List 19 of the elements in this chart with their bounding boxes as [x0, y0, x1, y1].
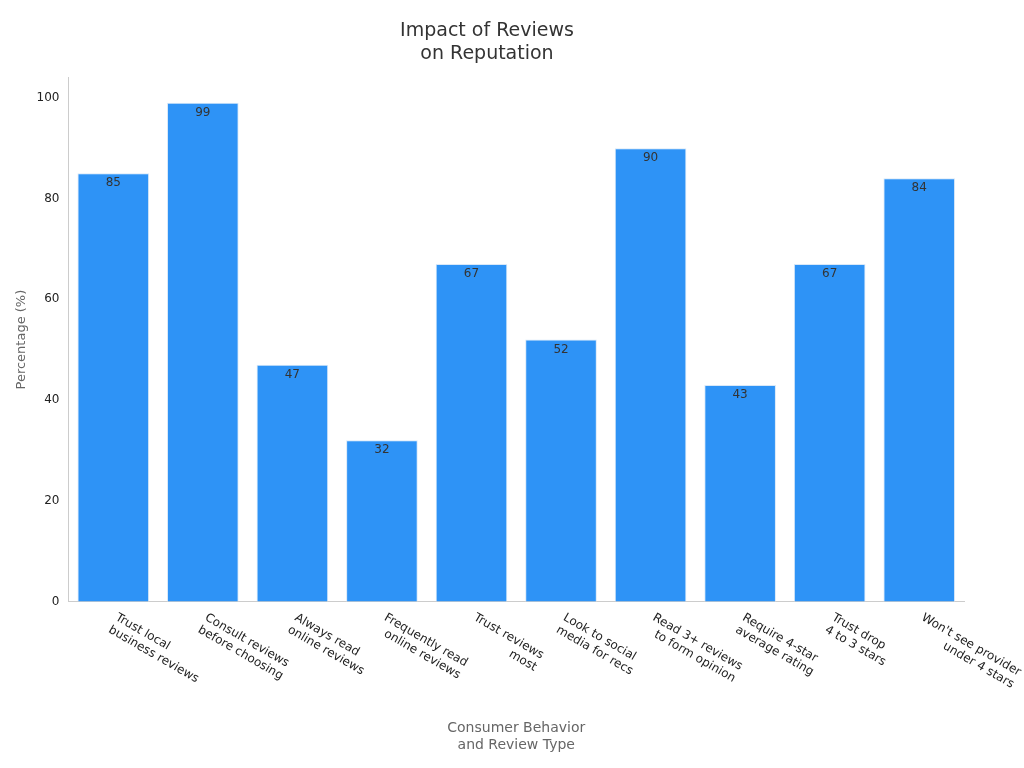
data-label: 52	[553, 341, 569, 356]
chart-title: Impact of Reviews on Reputation	[400, 18, 574, 64]
x-axis-title: Consumer Behavior and Review Type	[447, 719, 586, 753]
data-label: 32	[374, 442, 390, 457]
data-label: 47	[284, 366, 301, 381]
y-tick-label: 60	[44, 291, 60, 306]
data-label: 99	[195, 104, 211, 119]
y-axis-title: Percentage (%)	[13, 289, 29, 390]
y-tick-label: 20	[44, 492, 60, 507]
data-label: 90	[642, 150, 659, 165]
data-label: 85	[105, 175, 121, 190]
data-label: 67	[822, 266, 838, 281]
data-label: 67	[463, 266, 480, 281]
data-label: 43	[732, 387, 748, 402]
y-tick-label: 100	[36, 89, 60, 104]
y-tick-label: 40	[44, 392, 60, 407]
y-tick-label: 80	[44, 190, 60, 205]
data-label: 84	[911, 180, 927, 195]
y-tick-label: 0	[51, 593, 60, 608]
